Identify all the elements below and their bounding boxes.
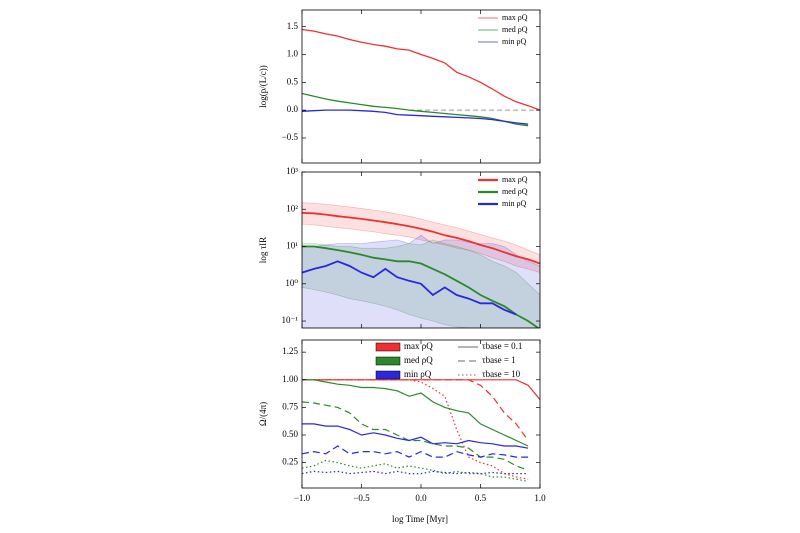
- x-tick-label: −0.5: [353, 493, 370, 503]
- y-tick-label: 10¹: [286, 241, 298, 251]
- plot-frame: [301, 171, 541, 329]
- series-line: [302, 401, 529, 471]
- legend-label: τbase = 10: [482, 369, 521, 379]
- legend-label: τbase = 0.1: [482, 341, 522, 351]
- legend-label: max ρQ: [502, 13, 528, 22]
- series-line: [302, 379, 529, 447]
- plot-frame: [301, 339, 541, 489]
- legend-swatch: [375, 356, 401, 366]
- series-line: [302, 212, 540, 265]
- y-tick-label: 10⁻¹: [282, 315, 299, 325]
- y-tick-label: 1.00: [282, 374, 298, 384]
- y-tick-label: 0.75: [282, 401, 298, 411]
- series-line: [302, 459, 529, 482]
- legend-label: med ρQ: [404, 355, 433, 365]
- plot-area: [302, 28, 540, 127]
- series-line: [302, 379, 529, 480]
- y-tick-label: 0.0: [287, 104, 299, 114]
- legend-label: min ρQ: [502, 199, 526, 208]
- legend-label: max ρQ: [502, 175, 528, 184]
- x-tick-label: −1.0: [294, 493, 311, 503]
- y-axis-label: log(p/(L/c)): [258, 65, 268, 107]
- series-line: [302, 445, 529, 458]
- plot-area: [302, 202, 540, 328]
- y-tick-label: 10⁰: [285, 278, 298, 288]
- x-tick-label: 1.0: [534, 493, 546, 503]
- series-line: [302, 245, 540, 328]
- series-line: [302, 423, 529, 449]
- y-tick-label: 10³: [286, 166, 298, 176]
- series-line: [302, 92, 529, 127]
- legend-label: min ρQ: [502, 37, 526, 46]
- y-tick-label: 0.25: [282, 457, 298, 467]
- legend-label: med ρQ: [502, 187, 528, 196]
- band: [302, 202, 540, 273]
- y-tick-label: 0.5: [287, 76, 299, 86]
- series-line: [302, 109, 529, 125]
- y-tick-label: 1.0: [287, 49, 299, 59]
- legend-swatch: [375, 370, 401, 380]
- legend-swatch: [375, 342, 401, 352]
- series-line: [302, 260, 517, 316]
- y-tick-label: 1.25: [282, 346, 298, 356]
- y-axis-label: log τIR: [258, 237, 268, 263]
- legend-label: τbase = 1: [482, 355, 516, 365]
- y-axis-label: Ω/(4π): [258, 402, 268, 426]
- y-tick-label: 1.5: [287, 21, 299, 31]
- legend-label: max ρQ: [404, 341, 433, 351]
- series-line: [302, 379, 529, 441]
- x-axis-label: log Time [Myr]: [392, 514, 448, 524]
- x-tick-label: 0.0: [415, 493, 427, 503]
- plot-area: [302, 379, 540, 482]
- legend-label: min ρQ: [404, 369, 432, 379]
- y-tick-label: 10²: [286, 203, 298, 213]
- band: [302, 234, 540, 328]
- y-tick-label: 0.50: [282, 429, 298, 439]
- legend-label: med ρQ: [502, 25, 528, 34]
- plot-frame: [301, 9, 541, 164]
- series-line: [302, 28, 540, 111]
- x-tick-label: 0.5: [475, 493, 487, 503]
- y-tick-label: −0.5: [282, 132, 299, 142]
